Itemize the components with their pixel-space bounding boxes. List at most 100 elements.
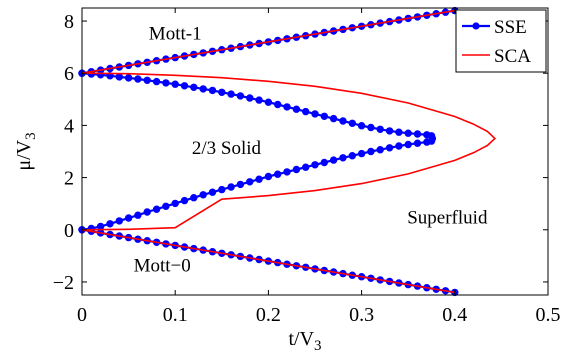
- data-point: [292, 105, 301, 113]
- data-point: [199, 85, 207, 93]
- data-point: [283, 103, 291, 111]
- legend-label: SSE: [494, 17, 527, 38]
- data-point: [404, 129, 412, 137]
- data-point: [302, 107, 310, 116]
- y-tick-label: 0: [64, 220, 74, 242]
- data-point: [413, 130, 422, 138]
- data-point: [348, 152, 356, 160]
- data-point: [162, 202, 170, 211]
- data-point: [218, 185, 226, 194]
- data-point: [246, 178, 254, 186]
- data-point: [274, 100, 282, 109]
- data-point: [106, 220, 114, 228]
- data-point: [236, 180, 245, 189]
- data-point: [180, 82, 189, 90]
- y-axis-label: μ/V3: [13, 132, 39, 170]
- data-point: [208, 86, 217, 95]
- data-point: [124, 74, 133, 82]
- data-point: [96, 222, 105, 231]
- y-tick-label: 2: [64, 168, 74, 190]
- data-point: [115, 73, 124, 81]
- x-tick-label: 0.4: [442, 304, 467, 326]
- data-point: [208, 188, 217, 196]
- data-point: [357, 149, 366, 158]
- data-point: [255, 96, 263, 104]
- data-point: [311, 161, 319, 169]
- data-point: [264, 98, 273, 106]
- data-point: [143, 76, 151, 85]
- x-tick-label: 0.5: [536, 304, 561, 326]
- series-line-sca-0: [81, 9, 455, 74]
- data-point: [395, 142, 403, 150]
- x-tick-label: 0: [77, 304, 87, 326]
- data-point: [227, 90, 235, 98]
- data-point: [385, 144, 394, 152]
- data-point: [283, 168, 291, 176]
- data-point: [134, 211, 142, 219]
- legend-item-sca: SCA: [462, 46, 531, 67]
- data-point: [190, 194, 198, 202]
- legend-item-sse: SSE: [462, 17, 527, 38]
- data-point: [329, 156, 338, 164]
- x-axis-label: t/V3: [288, 328, 321, 354]
- region-annotation: Mott−0: [134, 256, 191, 277]
- data-point: [385, 127, 394, 135]
- data-point: [227, 183, 235, 191]
- region-annotation: Superfluid: [407, 207, 488, 228]
- data-point: [199, 191, 207, 199]
- data-point: [218, 88, 226, 97]
- legend-box: [455, 9, 547, 73]
- y-tick-label: 4: [64, 115, 74, 137]
- data-point: [171, 80, 179, 88]
- x-tick-label: 0.3: [349, 304, 374, 326]
- data-point: [190, 83, 198, 92]
- data-point: [96, 71, 105, 79]
- data-point: [274, 170, 282, 178]
- data-point: [339, 117, 347, 125]
- legend: SSE SCA: [455, 9, 547, 73]
- data-point: [152, 205, 161, 213]
- data-point: [124, 214, 133, 222]
- data-point: [255, 175, 263, 183]
- data-point: [264, 172, 273, 181]
- series-line-sca-1: [81, 72, 497, 231]
- data-point: [339, 154, 347, 162]
- data-point: [404, 140, 412, 149]
- data-point: [376, 125, 384, 134]
- region-annotation: Mott-1: [149, 23, 202, 44]
- data-point: [171, 199, 179, 208]
- data-point: [367, 147, 375, 156]
- region-annotation: 2/3 Solid: [192, 138, 262, 159]
- legend-swatch-marker: [472, 22, 480, 30]
- data-point: [180, 196, 189, 205]
- x-tick-label: 0.1: [163, 304, 188, 326]
- data-point: [376, 146, 384, 154]
- data-point: [302, 163, 310, 171]
- data-point: [348, 119, 356, 128]
- data-point: [311, 110, 319, 118]
- series-line-sca-2: [81, 229, 455, 294]
- legend-label: SCA: [494, 46, 531, 67]
- data-point: [292, 165, 301, 174]
- data-point: [413, 139, 422, 147]
- data-point: [152, 77, 161, 86]
- y-tick-label: 6: [64, 63, 74, 85]
- data-point: [367, 123, 375, 132]
- y-tick-label: 8: [64, 11, 74, 33]
- data-point: [320, 112, 328, 121]
- data-point: [162, 79, 170, 87]
- data-point: [143, 208, 151, 216]
- data-point: [395, 128, 403, 136]
- plot-frame: [81, 7, 549, 296]
- data-point: [246, 94, 254, 102]
- data-point: [423, 138, 431, 146]
- data-point: [134, 75, 142, 83]
- data-point: [329, 114, 338, 123]
- series-sca: [81, 9, 497, 294]
- data-point: [320, 158, 328, 167]
- data-point: [357, 122, 366, 130]
- data-point: [236, 92, 245, 100]
- y-tick-label: −2: [53, 272, 74, 294]
- x-tick-label: 0.2: [256, 304, 281, 326]
